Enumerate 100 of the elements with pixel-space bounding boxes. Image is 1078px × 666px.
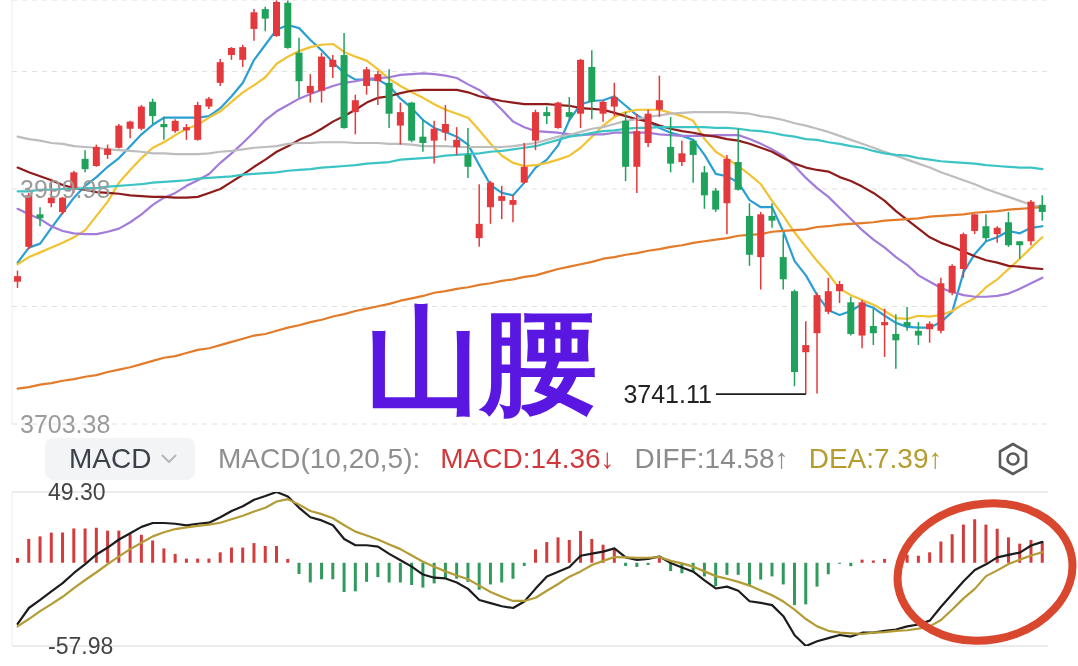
bar — [579, 530, 583, 563]
candlestick — [824, 276, 832, 315]
candlestick — [802, 320, 810, 395]
bar — [297, 562, 301, 574]
bar — [263, 545, 267, 563]
y-tick-label: 3703.38 — [20, 410, 111, 438]
bar — [218, 552, 222, 563]
candlestick — [250, 8, 258, 42]
bar — [590, 538, 594, 563]
candlestick — [712, 187, 720, 213]
bar — [1006, 537, 1010, 563]
bar — [207, 558, 211, 563]
bar — [973, 519, 977, 563]
bar — [365, 562, 369, 582]
bar — [376, 562, 380, 578]
dropdown: MACD — [45, 438, 195, 480]
y-tick-label: 49.30 — [48, 479, 106, 505]
bar — [477, 562, 481, 590]
candlestick — [216, 58, 224, 87]
candlestick — [1038, 194, 1046, 222]
bar — [49, 532, 53, 563]
bar — [331, 562, 335, 580]
candlestick — [239, 44, 247, 68]
bar — [635, 562, 639, 567]
bar — [928, 552, 932, 563]
bar — [27, 538, 31, 563]
bar — [804, 562, 808, 605]
text: DEA:7.39↑ — [808, 443, 943, 475]
candlestick — [599, 99, 607, 123]
bar — [252, 543, 256, 563]
candlestick — [1004, 211, 1012, 248]
bar — [229, 547, 233, 563]
candlestick — [678, 139, 686, 167]
bar — [522, 562, 526, 566]
bar — [139, 534, 143, 563]
candlestick — [892, 313, 900, 370]
candlestick — [430, 120, 438, 165]
candlestick — [374, 70, 382, 106]
bar — [860, 559, 864, 563]
bar — [488, 562, 492, 585]
bar — [770, 562, 774, 577]
bar — [387, 562, 391, 583]
bar — [939, 541, 943, 563]
candlestick — [926, 320, 934, 344]
annotation: 山腰 — [365, 296, 597, 426]
y-tick-label: -57.98 — [48, 633, 114, 659]
bar — [624, 562, 628, 566]
candlestick — [351, 93, 359, 136]
text: DIFF:14.58↑ — [634, 443, 789, 475]
bar — [961, 524, 965, 563]
candlestick — [779, 233, 787, 291]
line-series — [16, 88, 1044, 271]
bar — [72, 528, 76, 563]
candlestick — [903, 306, 911, 332]
candlestick — [655, 74, 663, 118]
bar — [241, 547, 245, 563]
bar — [151, 540, 155, 563]
candlestick — [565, 96, 573, 122]
bar — [173, 553, 177, 563]
bar — [905, 554, 909, 563]
candlestick — [881, 307, 889, 358]
candlestick — [396, 101, 404, 146]
bar — [556, 537, 560, 563]
bar — [106, 530, 110, 563]
bar — [534, 549, 537, 563]
bar — [793, 562, 796, 606]
candlestick — [92, 143, 100, 168]
candlestick — [971, 213, 979, 235]
candlestick — [261, 5, 269, 33]
bar — [398, 562, 402, 583]
bar — [320, 562, 324, 580]
candlestick — [329, 54, 337, 79]
bar — [826, 562, 830, 575]
candlestick — [149, 97, 157, 125]
candlestick — [982, 213, 990, 243]
candlestick — [306, 73, 314, 104]
bar — [275, 545, 278, 563]
candlestick — [464, 127, 472, 179]
candlestick — [441, 104, 449, 142]
candlestick — [498, 185, 506, 220]
bar — [162, 548, 166, 563]
candlestick — [115, 123, 123, 150]
candlestick — [509, 194, 517, 223]
bar — [545, 542, 549, 563]
bar — [781, 562, 785, 585]
bar — [196, 558, 200, 563]
candlestick — [475, 183, 483, 248]
bar — [984, 524, 988, 563]
text: MACD:14.36↓ — [440, 443, 615, 475]
candlestick — [419, 118, 427, 153]
bar — [500, 562, 504, 583]
bar — [353, 562, 357, 592]
candlestick — [836, 280, 844, 304]
annotation: 3741.11 — [623, 380, 712, 409]
candlestick — [914, 321, 922, 346]
chart-title: MACD — [69, 443, 152, 475]
bar — [883, 558, 887, 563]
candlestick — [689, 139, 697, 184]
candlestick — [667, 116, 675, 174]
candlestick — [610, 82, 618, 117]
